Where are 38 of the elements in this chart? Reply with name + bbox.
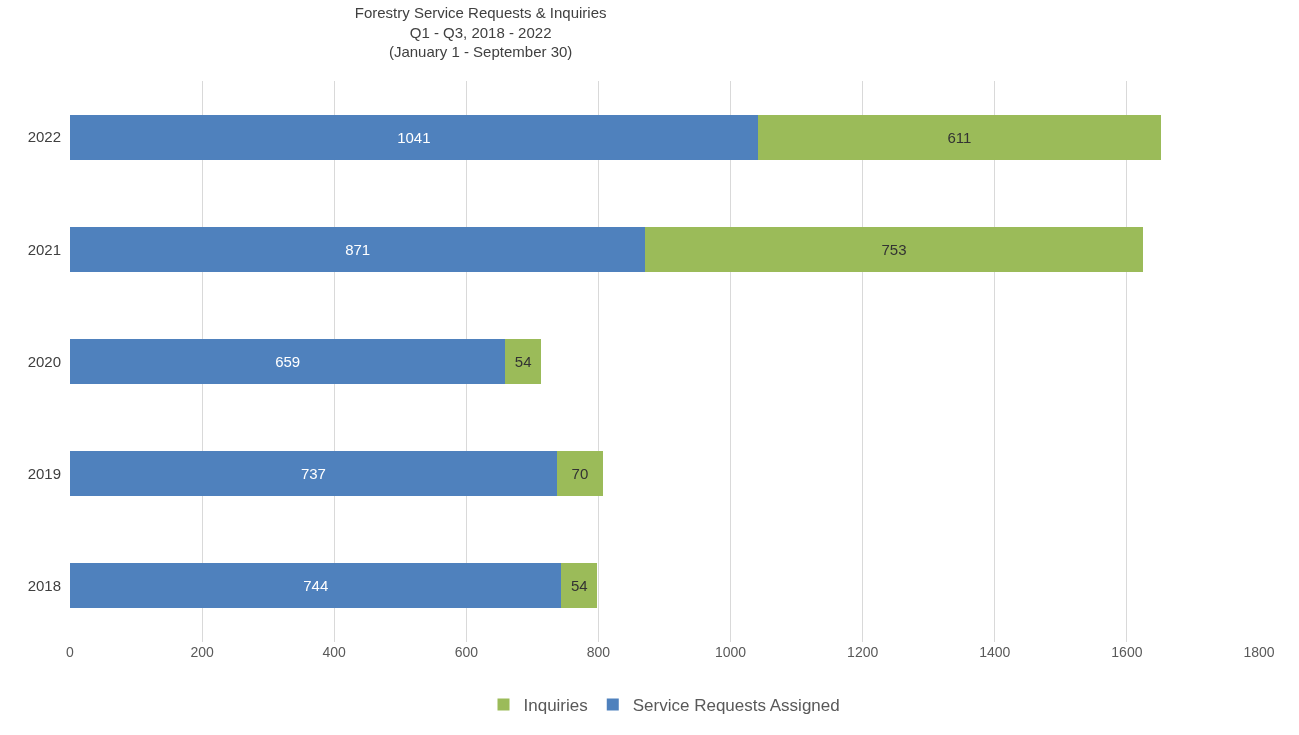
legend-label: Inquiries <box>523 696 588 716</box>
y-tick-label: 2018 <box>27 577 61 595</box>
chart-title: Forestry Service Requests & Inquiries Q1 - Q3, 2018 - 2022 (January 1 - September 30) <box>354 4 607 60</box>
y-tick-label: 2021 <box>27 240 61 258</box>
bar <box>505 339 541 384</box>
data-label: 753 <box>881 240 907 258</box>
bar <box>70 226 646 272</box>
x-tick-label: 0 <box>66 644 75 660</box>
x-tick-label: 200 <box>190 644 214 660</box>
bar <box>70 451 557 497</box>
bar <box>70 563 562 609</box>
legend-label: Service Requests Assigned <box>632 696 840 716</box>
x-tick-label: 1200 <box>847 644 879 660</box>
y-tick-label: 2022 <box>27 128 61 146</box>
data-label: 70 <box>571 465 589 483</box>
bar <box>645 226 1143 272</box>
bar <box>70 339 506 384</box>
data-label: 54 <box>570 577 588 595</box>
x-tick-label: 800 <box>586 644 611 660</box>
data-label: 744 <box>303 577 329 595</box>
x-tick-label: 1400 <box>979 644 1011 660</box>
bar <box>561 563 598 609</box>
data-label: 659 <box>275 353 301 370</box>
bar <box>70 114 758 160</box>
y-tick-label: 2019 <box>27 464 61 482</box>
data-label: 737 <box>300 465 326 483</box>
y-tick-label: 2020 <box>27 352 61 370</box>
data-label: 1041 <box>397 128 431 146</box>
x-tick-label: 1800 <box>1243 644 1275 660</box>
data-label: 54 <box>514 353 532 370</box>
x-tick-label: 400 <box>322 644 347 660</box>
x-tick-label: 1600 <box>1111 644 1143 660</box>
data-label: 611 <box>947 128 972 146</box>
bar <box>556 451 604 497</box>
data-label: 871 <box>345 240 371 258</box>
x-tick-label: 600 <box>454 644 479 660</box>
x-tick-label: 1000 <box>714 644 747 660</box>
bar <box>757 114 1162 160</box>
